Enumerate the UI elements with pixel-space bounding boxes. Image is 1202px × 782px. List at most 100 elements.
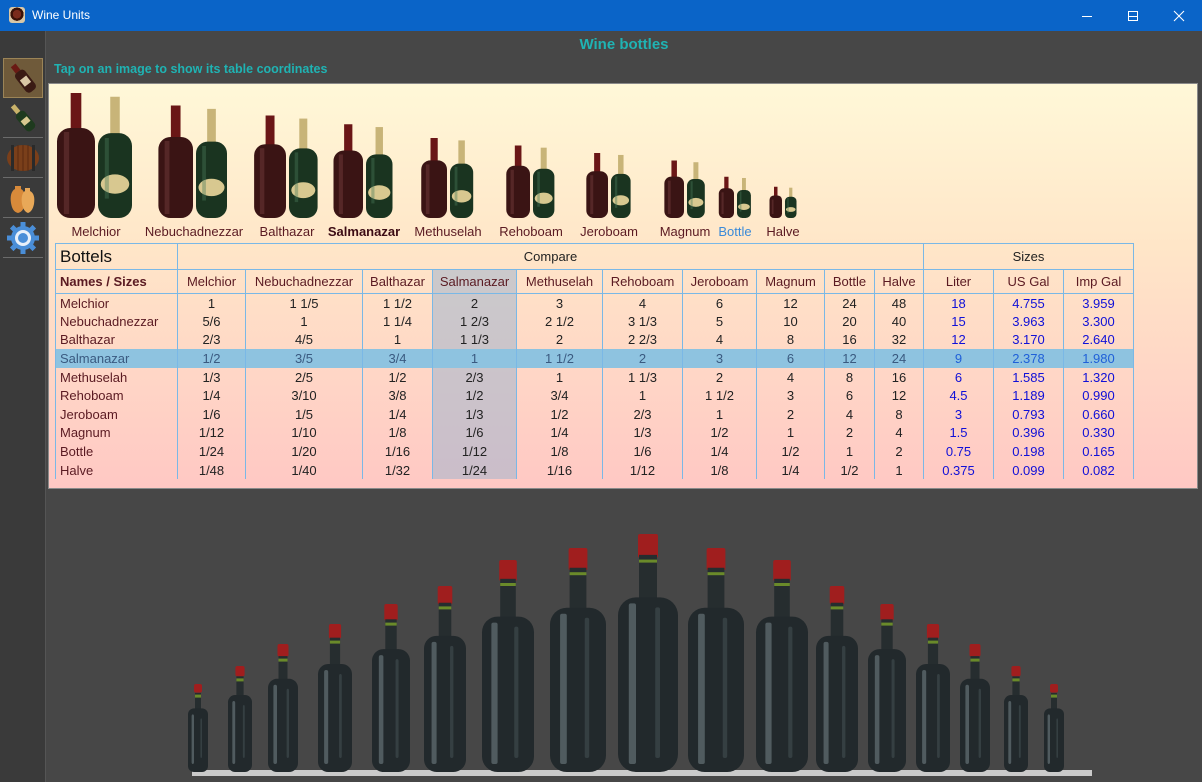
gallery-label[interactable]: Bottle <box>718 224 752 239</box>
compare-cell[interactable]: 2 <box>516 330 603 350</box>
column-header-halve[interactable]: Halve <box>874 269 924 294</box>
compare-cell[interactable]: 1/2 <box>824 460 875 480</box>
compare-cell[interactable]: 24 <box>874 349 924 368</box>
gallery-item-magnum[interactable] <box>625 84 745 244</box>
compare-cell[interactable]: 8 <box>874 405 924 424</box>
compare-cell[interactable]: 1/12 <box>432 442 517 461</box>
compare-cell[interactable]: 1/6 <box>177 405 246 424</box>
gallery-item-methuselah[interactable] <box>388 84 508 244</box>
compare-cell[interactable]: 2 1/2 <box>516 312 603 331</box>
compare-cell[interactable]: 16 <box>824 330 875 350</box>
compare-cell[interactable]: 8 <box>824 367 875 387</box>
compare-cell[interactable]: 1/4 <box>682 442 757 461</box>
compare-cell[interactable]: 1/6 <box>432 423 517 443</box>
compare-cell[interactable]: 1 <box>177 293 246 313</box>
row-name[interactable]: Balthazar <box>55 330 178 350</box>
compare-cell[interactable]: 2 <box>756 405 825 424</box>
compare-cell[interactable]: 1/2 <box>516 405 603 424</box>
gallery-item-melchior[interactable] <box>36 84 156 244</box>
compare-cell[interactable]: 2 <box>874 442 924 461</box>
gallery-label[interactable]: Balthazar <box>259 224 315 239</box>
compare-cell[interactable]: 4 <box>824 405 875 424</box>
compare-cell[interactable]: 3/5 <box>245 349 363 368</box>
compare-cell[interactable]: 1/8 <box>516 442 603 461</box>
gallery-label[interactable]: Rehoboam <box>499 224 563 239</box>
compare-cell[interactable]: 1/2 <box>177 349 246 368</box>
gallery-label[interactable]: Methuselah <box>414 224 482 239</box>
nav-wine-bottles[interactable] <box>3 58 43 98</box>
maximize-button[interactable] <box>1110 0 1156 31</box>
table-row[interactable]: Methuselah 1/3 2/5 1/2 2/3 1 1 1/3 2 4 8 16 6 1.585 1… <box>55 367 1134 387</box>
compare-cell[interactable]: 1/24 <box>177 442 246 461</box>
compare-cell[interactable]: 12 <box>874 386 924 406</box>
compare-cell[interactable]: 2 <box>824 423 875 443</box>
compare-cell[interactable]: 1/20 <box>245 442 363 461</box>
gallery-label[interactable]: Nebuchadnezzar <box>144 224 244 239</box>
nav-amphoras[interactable] <box>3 178 43 218</box>
compare-cell[interactable]: 1 1/2 <box>516 349 603 368</box>
compare-cell[interactable]: 3/10 <box>245 386 363 406</box>
compare-cell[interactable]: 6 <box>756 349 825 368</box>
row-name[interactable]: Bottle <box>55 442 178 461</box>
compare-cell[interactable]: 1/4 <box>362 405 433 424</box>
gallery-item-nebuchadnezzar[interactable] <box>134 84 254 244</box>
compare-cell[interactable]: 24 <box>824 293 875 313</box>
compare-cell[interactable]: 5/6 <box>177 312 246 331</box>
compare-cell[interactable]: 6 <box>682 293 757 313</box>
row-name[interactable]: Methuselah <box>55 367 178 387</box>
compare-cell[interactable]: 1/48 <box>177 460 246 480</box>
row-name[interactable]: Melchior <box>55 293 178 313</box>
compare-cell[interactable]: 2/3 <box>602 405 683 424</box>
compare-cell[interactable]: 1/3 <box>432 405 517 424</box>
table-row[interactable]: Bottle 1/24 1/20 1/16 1/12 1/8 1/6 1/4 1/2 1 2 0.75… <box>55 442 1134 461</box>
compare-cell[interactable]: 3/4 <box>516 386 603 406</box>
compare-cell[interactable]: 1/2 <box>682 423 757 443</box>
column-header-melchior[interactable]: Melchior <box>177 269 246 294</box>
compare-cell[interactable]: 48 <box>874 293 924 313</box>
compare-cell[interactable]: 1 <box>824 442 875 461</box>
compare-cell[interactable]: 1/2 <box>756 442 825 461</box>
compare-cell[interactable]: 1 <box>756 423 825 443</box>
compare-cell[interactable]: 1 <box>245 312 363 331</box>
row-name[interactable]: Salmanazar <box>55 349 178 368</box>
compare-cell[interactable]: 10 <box>756 312 825 331</box>
close-button[interactable] <box>1156 0 1202 31</box>
compare-cell[interactable]: 1/16 <box>516 460 603 480</box>
compare-cell[interactable]: 1/4 <box>756 460 825 480</box>
minimize-button[interactable] <box>1110 0 1156 31</box>
compare-cell[interactable]: 1/3 <box>602 423 683 443</box>
compare-cell[interactable]: 1/3 <box>177 367 246 387</box>
table-row[interactable]: Nebuchadnezzar 5/6 1 1 1/4 1 2/3 2 1/2 3 1/3 5 1… <box>55 312 1134 331</box>
row-name[interactable]: Magnum <box>55 423 178 443</box>
compare-cell[interactable]: 6 <box>824 386 875 406</box>
compare-cell[interactable]: 4 <box>874 423 924 443</box>
compare-cell[interactable]: 1/2 <box>362 367 433 387</box>
compare-cell[interactable]: 1 <box>874 460 924 480</box>
compare-cell[interactable]: 2 <box>682 367 757 387</box>
compare-cell[interactable]: 1/4 <box>177 386 246 406</box>
column-header-nebuchadnezzar[interactable]: Nebuchadnezzar <box>245 269 363 294</box>
table-row[interactable]: Rehoboam 1/4 3/10 3/8 1/2 3/4 1 1 1/2 3 6 12 4.5 1.1… <box>55 386 1134 406</box>
compare-cell[interactable]: 2/3 <box>432 367 517 387</box>
column-header-balthazar[interactable]: Balthazar <box>362 269 433 294</box>
nav-settings[interactable] <box>3 218 43 258</box>
compare-cell[interactable]: 2 <box>602 349 683 368</box>
compare-cell[interactable]: 4 <box>602 293 683 313</box>
gallery-label[interactable]: Magnum <box>659 224 711 239</box>
gallery-item-halve[interactable] <box>723 84 843 244</box>
compare-cell[interactable]: 3 <box>682 349 757 368</box>
column-header-rehoboam[interactable]: Rehoboam <box>602 269 683 294</box>
compare-cell[interactable]: 5 <box>682 312 757 331</box>
compare-cell[interactable]: 1 1/5 <box>245 293 363 313</box>
table-row[interactable]: Jeroboam 1/6 1/5 1/4 1/3 1/2 2/3 1 2 4 8 3 0.793 0.66… <box>55 405 1134 424</box>
compare-cell[interactable]: 2/3 <box>177 330 246 350</box>
compare-cell[interactable]: 1/10 <box>245 423 363 443</box>
compare-cell[interactable]: 1/12 <box>602 460 683 480</box>
table-row[interactable]: Balthazar 2/3 4/5 1 1 1/3 2 2 2/3 4 8 16 32 12 3.170… <box>55 330 1134 350</box>
compare-cell[interactable]: 1 1/2 <box>362 293 433 313</box>
column-header-methuselah[interactable]: Methuselah <box>516 269 603 294</box>
gallery-label[interactable]: Melchior <box>71 224 121 239</box>
compare-cell[interactable]: 1 <box>682 405 757 424</box>
nav-champagne[interactable] <box>3 98 43 138</box>
column-header-salmanazar[interactable]: Salmanazar <box>432 269 517 294</box>
